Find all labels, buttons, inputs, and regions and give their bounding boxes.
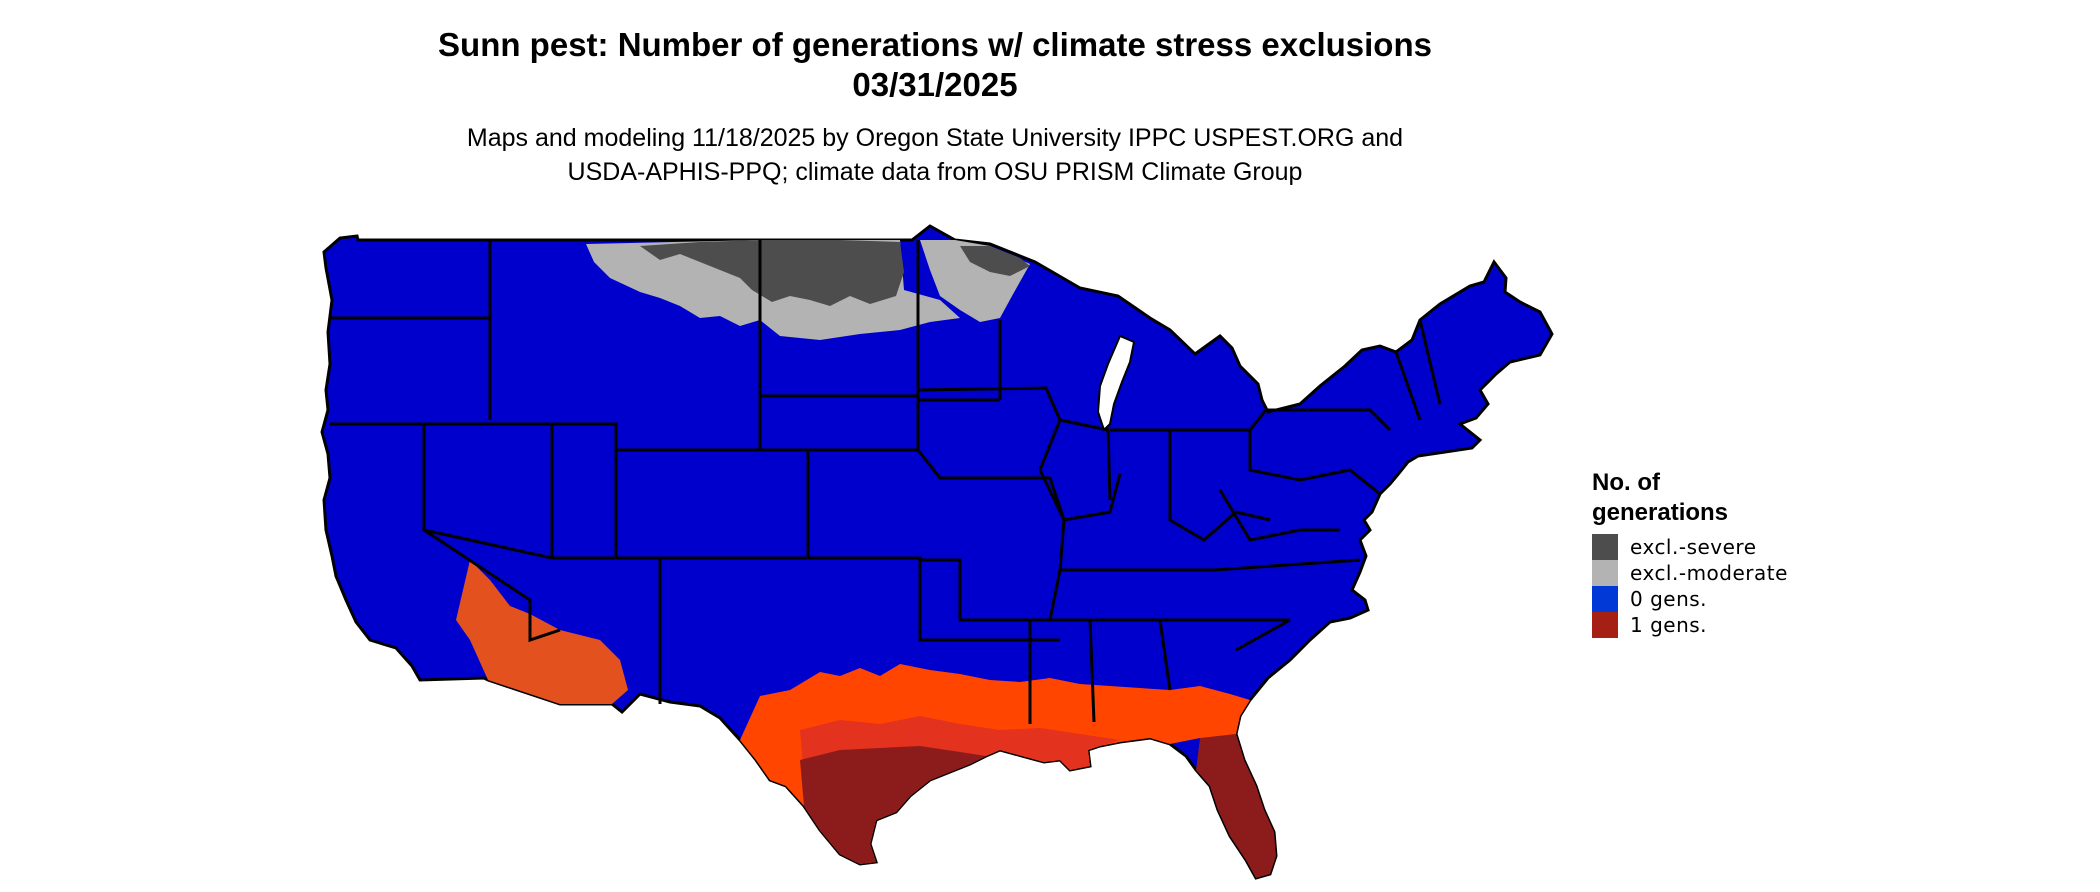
legend-label: excl.-moderate — [1630, 561, 1788, 585]
legend: No. of generations excl.-severe excl.-mod… — [1592, 468, 1788, 638]
map-credit-line2: USDA-APHIS-PPQ; climate data from OSU PR… — [567, 158, 1303, 186]
us-outline — [320, 224, 1554, 880]
gens-region-southwest — [456, 560, 628, 704]
map-date: 03/31/2025 — [852, 66, 1018, 103]
legend-label: 0 gens. — [1630, 587, 1708, 611]
excl-severe-region-mn — [960, 246, 1030, 276]
legend-swatch — [1592, 586, 1618, 612]
map-credit-line1: Maps and modeling 11/18/2025 by Oregon S… — [466, 124, 1404, 152]
legend-swatch — [1592, 612, 1618, 638]
legend-swatch — [1592, 560, 1618, 586]
legend-label: 1 gens. — [1630, 613, 1708, 637]
excl-severe-region — [640, 240, 904, 306]
gens-region-florida — [1196, 734, 1276, 878]
legend-item: 0 gens. — [1592, 586, 1788, 612]
state-borders — [330, 240, 1442, 724]
legend-title: No. of generations — [1592, 469, 1729, 526]
legend-label: excl.-severe — [1630, 535, 1757, 559]
legend-item: excl.-severe — [1592, 534, 1788, 560]
lake-michigan — [1096, 334, 1136, 432]
legend-item: excl.-moderate — [1592, 560, 1788, 586]
gens-region-dark — [800, 746, 986, 864]
legend-items: excl.-severe excl.-moderate 0 gens. 1 gens. — [1592, 534, 1788, 638]
legend-swatch — [1592, 534, 1618, 560]
map-title: Sunn pest: Number of generations w/ clim… — [438, 26, 1432, 63]
legend-item: 1 gens. — [1592, 612, 1788, 638]
